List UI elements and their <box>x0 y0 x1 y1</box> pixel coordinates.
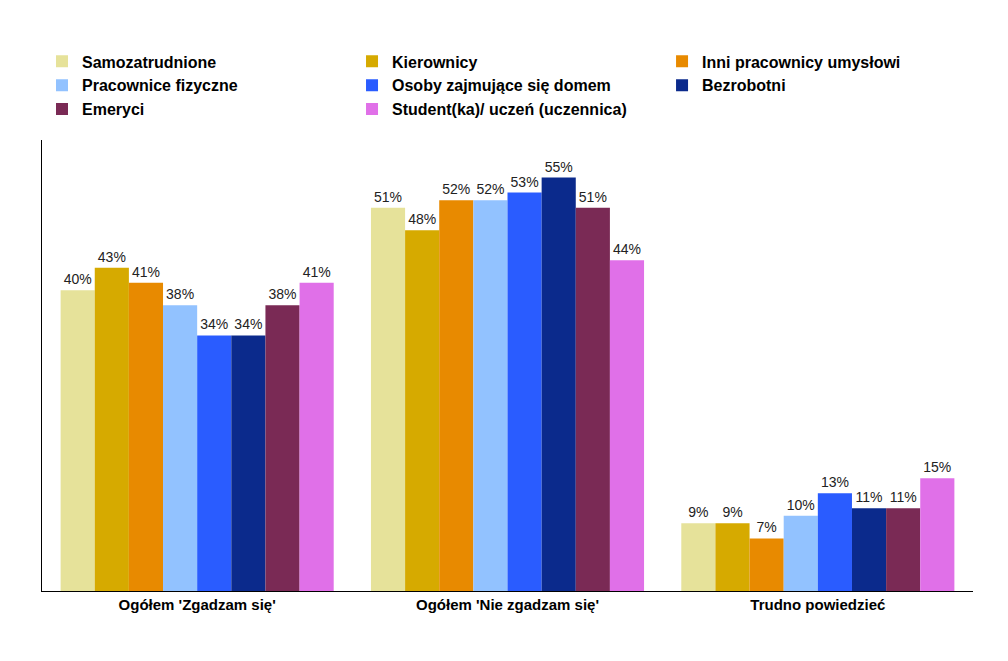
svg-text:43%: 43% <box>98 249 126 265</box>
svg-text:Osoby zajmujące się domem: Osoby zajmujące się domem <box>392 77 611 94</box>
svg-text:51%: 51% <box>374 189 402 205</box>
svg-text:Ogółem 'Nie zgadzam się': Ogółem 'Nie zgadzam się' <box>416 596 599 613</box>
svg-text:Trudno powiedzieć: Trudno powiedzieć <box>750 596 885 613</box>
svg-text:41%: 41% <box>303 264 331 280</box>
svg-text:Samozatrudnione: Samozatrudnione <box>82 54 216 71</box>
svg-text:11%: 11% <box>890 489 917 505</box>
svg-text:Bezrobotni: Bezrobotni <box>702 77 786 94</box>
svg-text:9%: 9% <box>688 504 708 520</box>
svg-text:Kierownicy: Kierownicy <box>392 54 477 71</box>
svg-text:48%: 48% <box>408 211 436 227</box>
svg-text:10%: 10% <box>787 497 815 513</box>
svg-text:Inni pracownicy umysłowi: Inni pracownicy umysłowi <box>702 54 900 71</box>
svg-text:Pracownice fizyczne: Pracownice fizyczne <box>82 77 238 94</box>
svg-text:40%: 40% <box>64 271 92 287</box>
svg-text:13%: 13% <box>821 474 849 490</box>
svg-text:53%: 53% <box>511 174 539 190</box>
svg-text:11%: 11% <box>856 489 883 505</box>
svg-text:9%: 9% <box>722 504 742 520</box>
svg-text:38%: 38% <box>268 286 296 302</box>
svg-text:52%: 52% <box>442 181 470 197</box>
svg-text:34%: 34% <box>234 316 262 332</box>
svg-text:34%: 34% <box>200 316 228 332</box>
svg-text:Student(ka)/ uczeń (uczennica): Student(ka)/ uczeń (uczennica) <box>392 101 627 118</box>
svg-text:7%: 7% <box>757 519 777 535</box>
svg-text:38%: 38% <box>166 286 194 302</box>
svg-text:44%: 44% <box>613 241 641 257</box>
svg-text:15%: 15% <box>923 459 951 475</box>
svg-text:51%: 51% <box>579 189 607 205</box>
svg-text:41%: 41% <box>132 264 160 280</box>
svg-text:Emeryci: Emeryci <box>82 101 144 118</box>
svg-text:52%: 52% <box>476 181 504 197</box>
svg-text:55%: 55% <box>545 159 573 175</box>
svg-text:Ogółem 'Zgadzam się': Ogółem 'Zgadzam się' <box>119 596 276 613</box>
